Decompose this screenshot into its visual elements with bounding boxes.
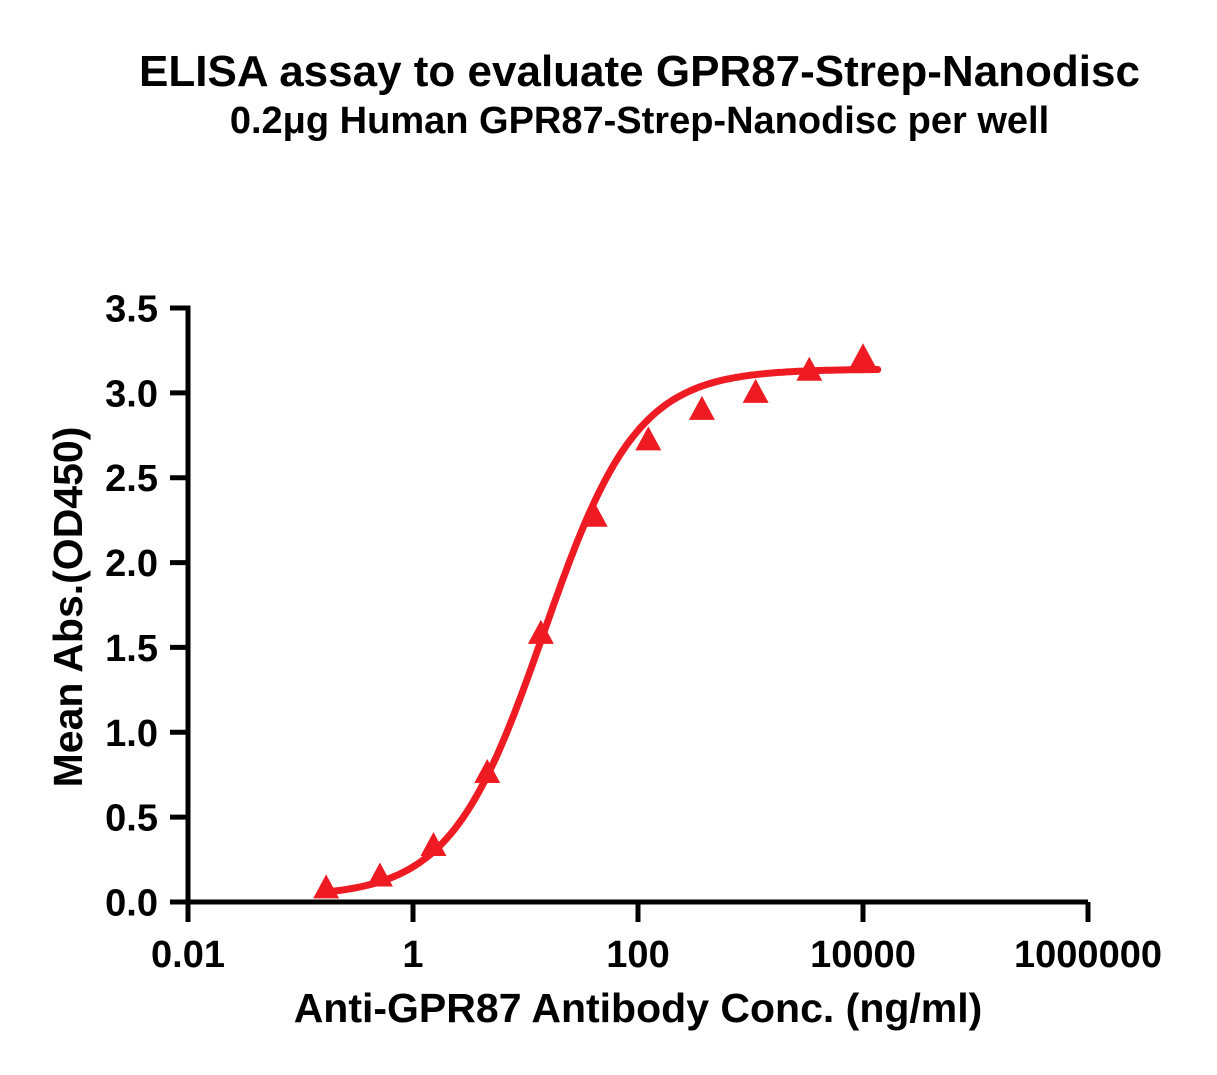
x-tick-label: 1 <box>402 934 423 976</box>
data-point-marker <box>850 343 876 368</box>
data-point-marker <box>474 759 501 784</box>
y-axis-title: Mean Abs.(OD450) <box>45 427 91 788</box>
y-tick-label: 0.0 <box>105 883 158 925</box>
chart-subtitle: 0.2μg Human GPR87-Strep-Nanodisc per wel… <box>229 100 1050 142</box>
x-tick-label: 0.01 <box>151 934 225 976</box>
y-tick-label: 2.5 <box>105 458 158 500</box>
data-point-marker <box>742 378 769 403</box>
data-point-marker <box>313 874 340 899</box>
y-tick-label: 0.5 <box>105 798 158 840</box>
fit-curve <box>320 366 882 896</box>
y-tick-label: 1.0 <box>105 713 158 755</box>
data-point-marker <box>796 356 823 381</box>
data-point-marker <box>635 426 662 451</box>
data-point-marker <box>581 502 608 527</box>
data-point-marker <box>366 862 393 887</box>
y-tick-label: 1.5 <box>105 628 158 670</box>
x-tick-label: 100 <box>606 934 669 976</box>
data-point-marker <box>688 395 715 420</box>
x-axis-title: Anti-GPR87 Antibody Conc. (ng/ml) <box>294 985 983 1031</box>
y-tick-label: 3.0 <box>105 373 158 415</box>
data-point-marker <box>420 831 447 856</box>
chart-title: ELISA assay to evaluate GPR87-Strep-Nano… <box>139 47 1140 96</box>
title-block: ELISA assay to evaluate GPR87-Strep-Nano… <box>62 47 1217 142</box>
x-tick-label: 10000 <box>810 934 916 976</box>
y-tick-label: 2.0 <box>105 543 158 585</box>
axis-frame <box>185 305 1088 905</box>
x-tick-label: 1000000 <box>1014 934 1162 976</box>
data-point-marker <box>527 619 554 644</box>
y-tick-label: 3.5 <box>105 289 158 331</box>
